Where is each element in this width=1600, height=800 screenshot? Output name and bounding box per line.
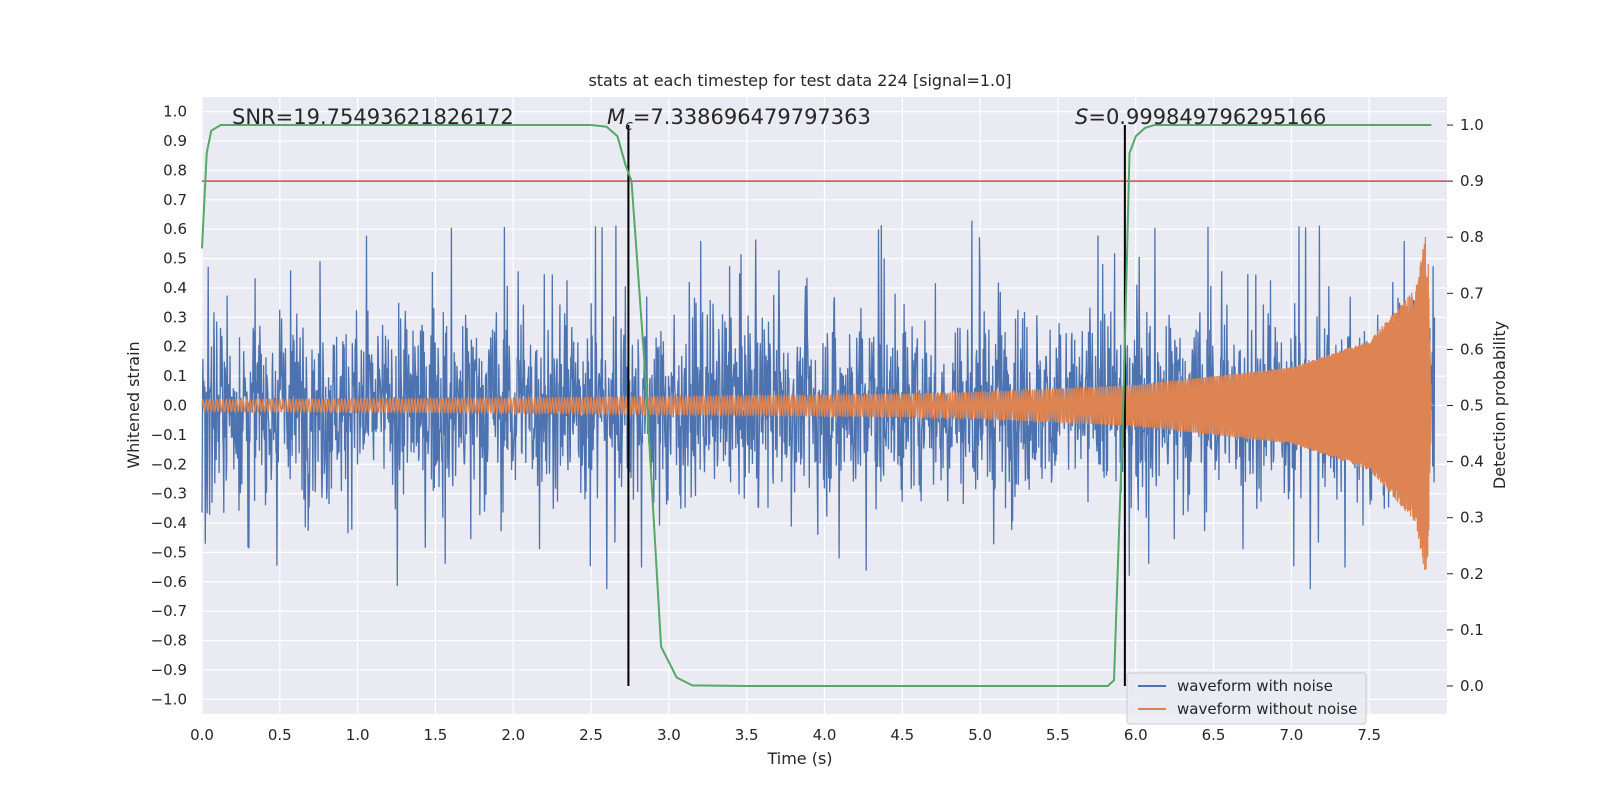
y-left-tick-label: −0.4 xyxy=(151,514,187,532)
x-tick-label: 7.5 xyxy=(1357,726,1381,744)
y-left-tick-label: 0.7 xyxy=(163,191,187,209)
x-tick-label: 3.0 xyxy=(657,726,681,744)
x-tick-label: 5.0 xyxy=(968,726,992,744)
y-left-tick-label: −0.2 xyxy=(151,455,187,473)
y-left-tick-label: 0.1 xyxy=(163,367,187,385)
x-tick-label: 0.0 xyxy=(190,726,214,744)
x-tick-label: 1.0 xyxy=(346,726,370,744)
x-tick-label: 2.0 xyxy=(501,726,525,744)
y-left-tick-label: −1.0 xyxy=(151,690,187,708)
x-axis-label: Time (s) xyxy=(766,749,832,768)
y-right-tick-label: 0.3 xyxy=(1460,509,1484,527)
y-left-tick-label: −0.7 xyxy=(151,602,187,620)
x-tick-label: 6.5 xyxy=(1202,726,1226,744)
y-right-tick-label: 1.0 xyxy=(1460,116,1484,134)
x-tick-label: 4.0 xyxy=(813,726,837,744)
x-tick-label: 0.5 xyxy=(268,726,292,744)
y-right-tick-label: 0.6 xyxy=(1460,340,1484,358)
y-left-tick-label: 0.0 xyxy=(163,397,187,415)
y-right-tick-label: 0.5 xyxy=(1460,397,1484,415)
y-left-tick-label: 0.4 xyxy=(163,279,187,297)
chirp-mass-annotation: Mc=7.338696479797363 xyxy=(607,105,871,134)
y-axis-label-left: Whitened strain xyxy=(124,341,143,468)
y-left-tick-label: 0.6 xyxy=(163,220,187,238)
x-tick-label: 7.0 xyxy=(1279,726,1303,744)
y-left-tick-label: 0.9 xyxy=(163,132,187,150)
x-tick-label: 2.5 xyxy=(579,726,603,744)
legend-label-clean: waveform without noise xyxy=(1177,700,1357,718)
x-tick-label: 6.0 xyxy=(1124,726,1148,744)
y-right-tick-label: 0.7 xyxy=(1460,284,1484,302)
y-left-tick-label: −0.9 xyxy=(151,661,187,679)
x-tick-label: 3.5 xyxy=(735,726,759,744)
series-detection-probability xyxy=(201,124,1432,687)
y-left-tick-label: −0.6 xyxy=(151,573,187,591)
y-left-tick-label: −0.8 xyxy=(151,632,187,650)
y-left-tick-label: −0.1 xyxy=(151,426,187,444)
series-waveform-with-noise xyxy=(201,220,1436,590)
s-annotation: S=0.999849796295166 xyxy=(1075,105,1326,129)
snr-annotation: SNR=19.75493621826172 xyxy=(232,105,514,129)
y-left-tick-label: −0.3 xyxy=(151,485,187,503)
legend: waveform with noise waveform without noi… xyxy=(1126,672,1367,725)
y-right-tick-label: 0.8 xyxy=(1460,228,1484,246)
y-left-tick-label: 0.5 xyxy=(163,250,187,268)
series-waveform-without-noise xyxy=(201,236,1435,570)
y-right-tick-label: 0.1 xyxy=(1460,621,1484,639)
y-axis-label-right: Detection probability xyxy=(1490,321,1509,489)
y-right-tick-label: 0.4 xyxy=(1460,453,1484,471)
x-tick-label: 4.5 xyxy=(890,726,914,744)
y-left-tick-label: 0.3 xyxy=(163,308,187,326)
y-left-tick-label: 0.2 xyxy=(163,338,187,356)
y-left-tick-label: 1.0 xyxy=(163,103,187,121)
x-tick-label: 1.5 xyxy=(424,726,448,744)
y-right-tick-label: 0.0 xyxy=(1460,677,1484,695)
y-right-tick-label: 0.9 xyxy=(1460,172,1484,190)
y-right-tick-label: 0.2 xyxy=(1460,565,1484,583)
x-tick-label: 5.5 xyxy=(1046,726,1070,744)
y-left-tick-label: 0.8 xyxy=(163,161,187,179)
legend-label-noise: waveform with noise xyxy=(1177,677,1333,695)
y-left-tick-label: −0.5 xyxy=(151,543,187,561)
chart-title: stats at each timestep for test data 224… xyxy=(588,71,1011,90)
